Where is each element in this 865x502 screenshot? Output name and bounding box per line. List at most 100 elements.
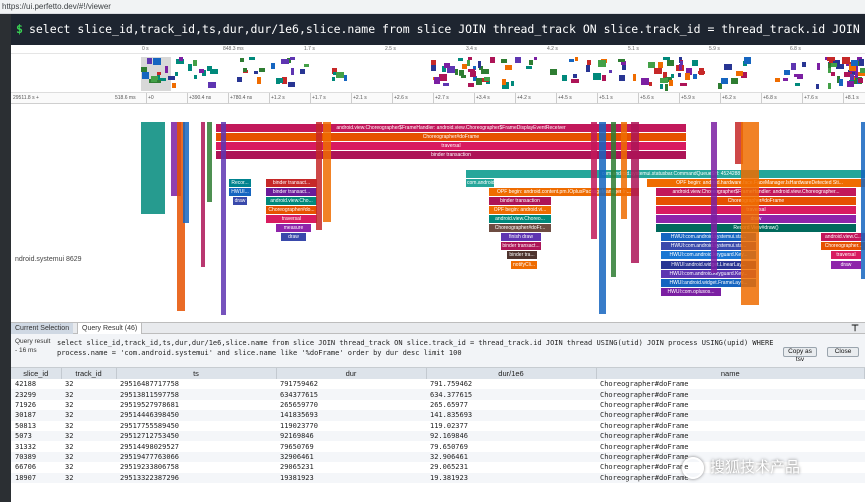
ruler-tick: +2.7 s	[435, 95, 449, 101]
trace-slice[interactable]: Recor...	[229, 178, 251, 187]
trace-slice[interactable]: binder transact...	[266, 187, 317, 196]
trace-slice-stack[interactable]	[861, 122, 865, 279]
trace-slice-stack[interactable]	[711, 122, 717, 273]
col-header[interactable]: track_id	[61, 368, 117, 379]
overview-mark	[586, 65, 590, 72]
col-header[interactable]: ts	[116, 368, 277, 379]
trace-slice[interactable]: draw	[281, 233, 306, 242]
trace-slice[interactable]: traversal	[831, 251, 861, 260]
browser-url-bar[interactable]: https://ui.perfetto.dev/#!/viewer	[0, 0, 865, 14]
table-row[interactable]: 5073 32 29512712753450 92169846 92.169846 Cho…	[11, 430, 865, 442]
col-header[interactable]: name	[596, 368, 865, 379]
trace-slice-stack[interactable]	[183, 122, 189, 223]
trace-slice-stack[interactable]	[735, 122, 743, 164]
trace-slice[interactable]: HWUI:com.android.systemui.sta...	[661, 233, 756, 242]
table-row[interactable]: 70389 32 29519477763066 32906461 32.906461 Ch…	[11, 451, 865, 463]
table-row[interactable]: 30187 32 29514446398450 141835693 141.835693…	[11, 410, 865, 421]
trace-slice[interactable]: traversal	[266, 215, 317, 223]
table-row[interactable]: 42188 32 29516487717758 791759462 791.759462…	[11, 379, 865, 389]
trace-slice-stack[interactable]	[323, 122, 331, 222]
trace-slice[interactable]: HWUI:com.android.keyguard.Key...	[661, 251, 756, 260]
trace-slice[interactable]: android.view.C...	[821, 233, 865, 242]
trace-slice[interactable]: measure	[276, 224, 311, 233]
col-header[interactable]: dur/1e6	[426, 368, 597, 379]
close-button[interactable]: Close	[827, 347, 859, 357]
trace-slice-stack[interactable]	[177, 122, 185, 311]
table-cell: 29517755589450	[120, 421, 180, 430]
table-row[interactable]: 50813 32 29517755589450 119023770 119.02377 C…	[11, 421, 865, 431]
table-cell: Choreographer#doFrame	[596, 451, 865, 463]
ruler-tick: +6.8 s	[763, 95, 777, 101]
trace-slice[interactable]: draw	[233, 196, 247, 205]
table-row[interactable]: 66706 32 29519233806758 29065231 29.065231 Ch…	[11, 462, 865, 472]
overview-mark	[271, 63, 275, 69]
trace-slice-stack[interactable]	[741, 122, 759, 305]
trace-slice[interactable]: HWUI...	[229, 187, 251, 196]
overview-mark	[179, 57, 183, 61]
trace-slice-stack[interactable]	[171, 122, 181, 196]
trace-slice[interactable]: OPF begin: android.vi...	[489, 205, 551, 214]
query-command-text[interactable]: select slice_id,track_id,ts,dur,dur/1e6,…	[28, 22, 865, 36]
table-cell: Choreographer#doFrame	[596, 430, 865, 442]
trace-slice[interactable]: binder transaction	[216, 151, 686, 160]
overview-mark	[502, 79, 506, 85]
query-command-bar[interactable]: $ select slice_id,track_id,ts,dur,dur/1e6…	[11, 14, 865, 45]
trace-slice-stack[interactable]	[591, 122, 597, 239]
table-row[interactable]: 71926 32 29519527978681 265659770 265.65977 C…	[11, 400, 865, 410]
trace-slice-stack[interactable]	[631, 122, 639, 263]
trace-slice[interactable]: Choreographer...	[821, 242, 865, 251]
col-header[interactable]: slice_id	[11, 368, 62, 379]
timeline-overview[interactable]: 0 s 848.3 ms 1.7 s 2.5 s 3.4 s 4.2 s 5.1 s 5.9 …	[11, 45, 865, 93]
trace-slice[interactable]: android.view.Choreo...	[489, 215, 551, 223]
overview-mark	[188, 64, 192, 71]
trace-slice-stack[interactable]	[316, 122, 322, 230]
trace-slice[interactable]: HWUI:android.widget.FrameLayo...	[661, 278, 756, 287]
trace-slice-stack[interactable]	[207, 122, 212, 202]
table-row[interactable]: 31332 32 29514498029527 79650769 79.650769 Ch…	[11, 441, 865, 451]
trace-slice[interactable]: Choreographer#do...	[266, 205, 317, 214]
trace-slice[interactable]: binder transaction	[489, 196, 551, 205]
trace-slice[interactable]: com.android.systemui.statusbar.CommandQu…	[466, 169, 865, 178]
trace-slice[interactable]: notifyCli...	[511, 260, 537, 269]
trace-slice[interactable]: HWUI:com.oplusos...	[661, 287, 721, 296]
trace-slice[interactable]: draw	[831, 260, 861, 269]
time-ruler[interactable]: 29511.8 s + 518.6 ms +0 +390.4 ns +780.4 n…	[11, 93, 865, 104]
trace-slice[interactable]: Choreographer#doFr...	[489, 224, 551, 233]
table-row[interactable]: 23299 32 29513811597758 634377615 634.377615…	[11, 389, 865, 400]
trace-slice[interactable]: traversal	[216, 142, 686, 151]
trace-slice[interactable]: binder tra...	[507, 251, 537, 260]
trace-slice-stack[interactable]	[201, 122, 205, 267]
trace-slice-stack[interactable]	[621, 122, 627, 219]
overview-mark	[692, 60, 698, 66]
table-cell: 791759462	[280, 380, 318, 389]
tab-current-selection[interactable]: Current Selection	[11, 323, 74, 334]
pin-panel-icon[interactable]: ⊤	[851, 323, 859, 333]
trace-slice[interactable]: binder transact...	[266, 178, 317, 187]
overview-mark	[290, 57, 295, 60]
thread-track-area[interactable]: ndroid.systemui 8629 android.view.Choreo…	[11, 104, 865, 322]
trace-slice-stack[interactable]	[221, 122, 226, 315]
copy-tsv-button[interactable]: Copy as tsv	[783, 347, 817, 363]
trace-slice[interactable]: android.view.Cho...	[266, 196, 317, 205]
trace-slice[interactable]: HWUI:com.android.keyguard.Key...	[661, 269, 756, 278]
trace-slice-stack[interactable]	[141, 122, 165, 214]
trace-slice-stack[interactable]	[611, 122, 616, 277]
trace-slice[interactable]: com.android.sy...	[466, 178, 494, 187]
table-row[interactable]: 18907 32 29513322387296 19381923 19.381923 Ch…	[11, 472, 865, 483]
trace-slice[interactable]: HWUI:com.android.systemui.sta...	[661, 242, 756, 251]
watermark-text: 搜狐技术产品	[710, 459, 801, 476]
overview-mark	[621, 61, 626, 65]
trace-slice[interactable]: Choreographer#doFrame	[216, 133, 686, 142]
trace-slice[interactable]: finish draw	[501, 233, 541, 242]
overview-mark	[665, 77, 672, 82]
trace-slice[interactable]: android.view.Choreographer$FrameHandler:…	[216, 124, 686, 132]
trace-slice[interactable]: binder transact...	[501, 242, 541, 251]
overview-mark	[462, 64, 467, 69]
trace-slice-stack[interactable]	[599, 122, 606, 314]
trace-slice[interactable]: HWUI:android.widget.LinearLay...	[661, 260, 756, 269]
ruler-tickline	[474, 93, 475, 104]
col-header[interactable]: dur	[276, 368, 427, 379]
trace-slice[interactable]: OPF begin: android.content.pm.IOplusPack…	[489, 187, 639, 196]
ruler-tickline	[228, 93, 229, 104]
tab-query-result[interactable]: Query Result (46)	[77, 323, 143, 334]
